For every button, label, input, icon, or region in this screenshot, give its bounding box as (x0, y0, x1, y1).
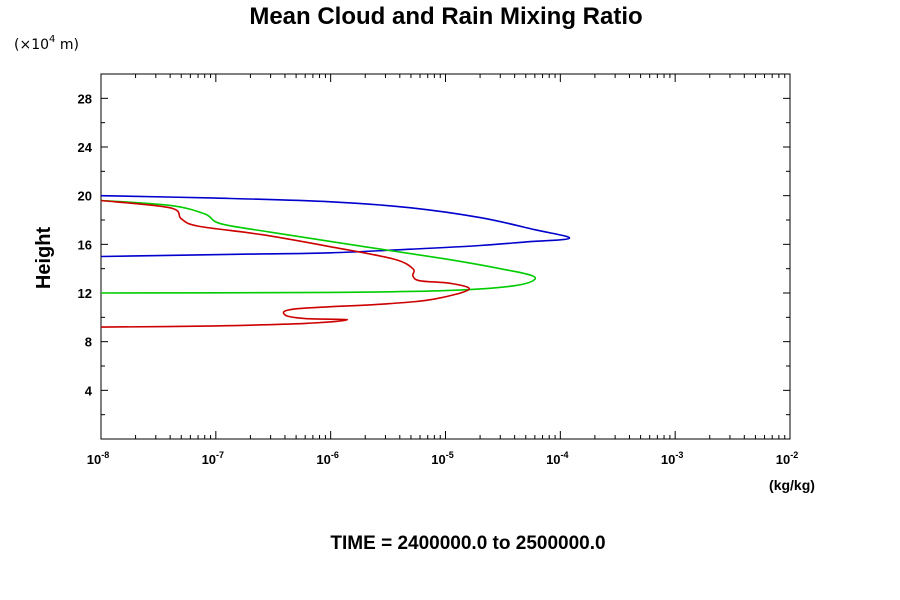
y-tick-label: 24 (78, 140, 93, 155)
x-tick-exponent: -6 (331, 450, 339, 460)
series-line-1 (100, 194, 571, 258)
y-tick-labels: 4 8 12 16 20 24 28 (78, 91, 93, 398)
x-unit-label: (kg/kg) (769, 477, 815, 493)
x-tick-exponent: -4 (561, 450, 569, 460)
series-line-2 (100, 199, 537, 294)
chart-title: Mean Cloud and Rain Mixing Ratio (249, 3, 642, 30)
x-tick-base: 10 (431, 452, 445, 467)
x-tick-base: 10 (202, 452, 216, 467)
x-tick-base: 10 (776, 452, 790, 467)
y-scale-suffix: m) (55, 37, 79, 53)
time-caption: TIME = 2400000.0 to 2500000.0 (330, 533, 605, 554)
y-tick-label: 16 (78, 237, 92, 252)
series-line-3 (100, 199, 471, 328)
x-tick-label: 10-5 (431, 450, 453, 467)
x-tick-base: 10 (661, 452, 675, 467)
x-tick-exponent: -5 (446, 450, 454, 460)
ticks-layer (100, 73, 790, 440)
y-axis-label: Height (33, 227, 55, 290)
x-tick-label: 10-3 (661, 450, 683, 467)
x-tick-label: 10-4 (546, 450, 568, 467)
x-tick-label: 10-6 (316, 450, 338, 467)
plot-frame (100, 73, 791, 440)
x-tick-base: 10 (87, 452, 101, 467)
x-tick-exponent: -2 (790, 450, 798, 460)
x-tick-labels: 10-8 10-7 10-6 10-5 10-4 10-3 10-2 (87, 450, 798, 467)
x-tick-base: 10 (316, 452, 330, 467)
y-tick-label: 20 (78, 189, 92, 204)
y-tick-label: 12 (78, 286, 92, 301)
y-tick-label: 8 (85, 335, 92, 350)
y-scale-prefix: (×10 (14, 37, 49, 53)
x-tick-base: 10 (546, 452, 560, 467)
y-tick-label: 28 (78, 91, 92, 106)
x-tick-label: 10-8 (87, 450, 109, 467)
x-tick-exponent: -7 (216, 450, 224, 460)
series-layer (100, 194, 571, 328)
x-tick-exponent: -8 (101, 450, 109, 460)
x-tick-label: 10-2 (776, 450, 798, 467)
x-tick-exponent: -3 (675, 450, 683, 460)
y-tick-label: 4 (85, 383, 93, 398)
y-scale-note: (×104 m) (14, 34, 79, 53)
x-tick-label: 10-7 (202, 450, 224, 467)
y-scale-power: 4 (49, 34, 55, 45)
